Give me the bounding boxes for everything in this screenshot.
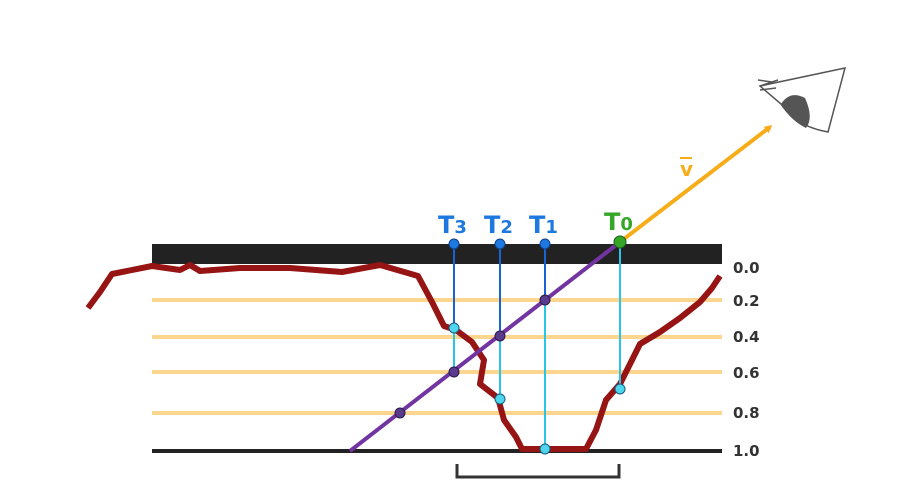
hit-point-t0	[614, 383, 626, 395]
eye-icon	[757, 67, 847, 133]
view-vector-label: v	[680, 157, 693, 181]
depth-axis-labels: 0.0 0.2 0.4 0.6 0.8 1.0	[733, 259, 760, 460]
offset-bracket	[455, 464, 621, 479]
start-point-t0	[613, 235, 627, 249]
depth-label: 0.4	[733, 328, 760, 346]
ray-point	[448, 366, 460, 378]
sample-label-t1: T1	[529, 211, 558, 239]
view-ray	[348, 240, 622, 453]
hit-point-t2	[494, 393, 506, 405]
sample-label-t0: T0	[604, 208, 633, 236]
ray-point	[494, 330, 506, 342]
depth-layer-lines	[152, 298, 722, 415]
heightfield-curve	[85, 262, 723, 452]
surface-point-t1	[539, 238, 551, 250]
depth-label: 0.2	[733, 292, 760, 310]
sample-label-t2: T2	[484, 211, 513, 239]
depth-label: 1.0	[733, 442, 760, 460]
ray-point	[539, 294, 551, 306]
depth-label: 0.6	[733, 364, 760, 382]
hit-point-t3	[448, 322, 460, 334]
surface-point-t3	[448, 238, 460, 250]
depth-label: 0.8	[733, 404, 760, 422]
surface-point-t2	[494, 238, 506, 250]
sample-label-t3: T3	[438, 211, 467, 239]
hit-points	[448, 322, 626, 455]
depth-label: 0.0	[733, 259, 760, 277]
ray-points	[394, 294, 551, 419]
ray-point	[394, 407, 406, 419]
surface-sample-points	[448, 235, 627, 250]
view-vector-arrow	[618, 125, 773, 244]
hit-point-t1	[539, 443, 551, 455]
surface-slab	[152, 244, 722, 264]
sample-lines	[453, 242, 621, 449]
